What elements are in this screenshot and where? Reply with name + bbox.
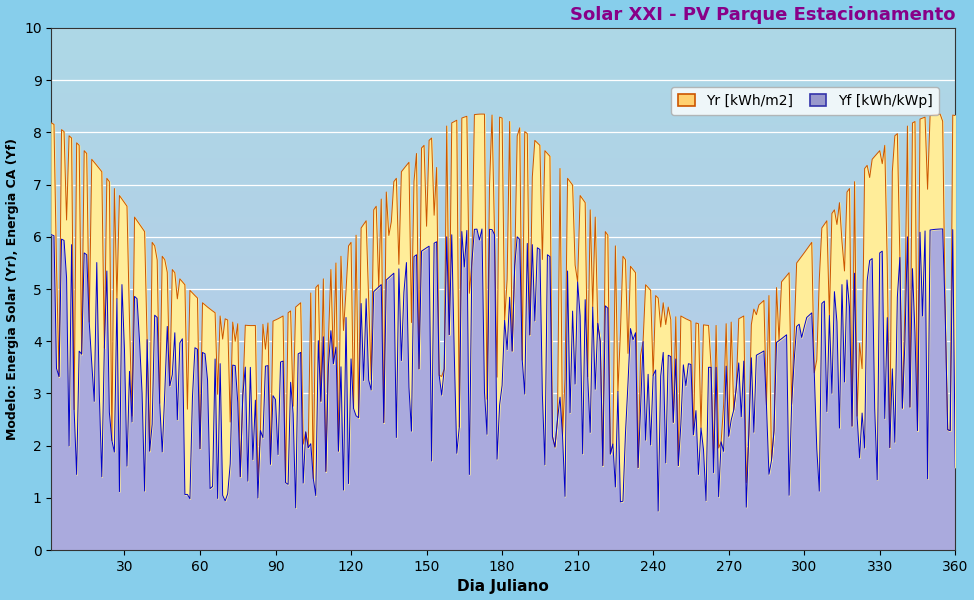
- Text: Solar XXI - PV Parque Estacionamento: Solar XXI - PV Parque Estacionamento: [570, 5, 955, 23]
- X-axis label: Dia Juliano: Dia Juliano: [458, 580, 549, 595]
- Legend: Yr [kWh/m2], Yf [kWh/kWp]: Yr [kWh/m2], Yf [kWh/kWp]: [671, 87, 939, 115]
- Y-axis label: Modelo: Energia Solar (Yr), Energia CA (Yf): Modelo: Energia Solar (Yr), Energia CA (…: [6, 138, 19, 440]
